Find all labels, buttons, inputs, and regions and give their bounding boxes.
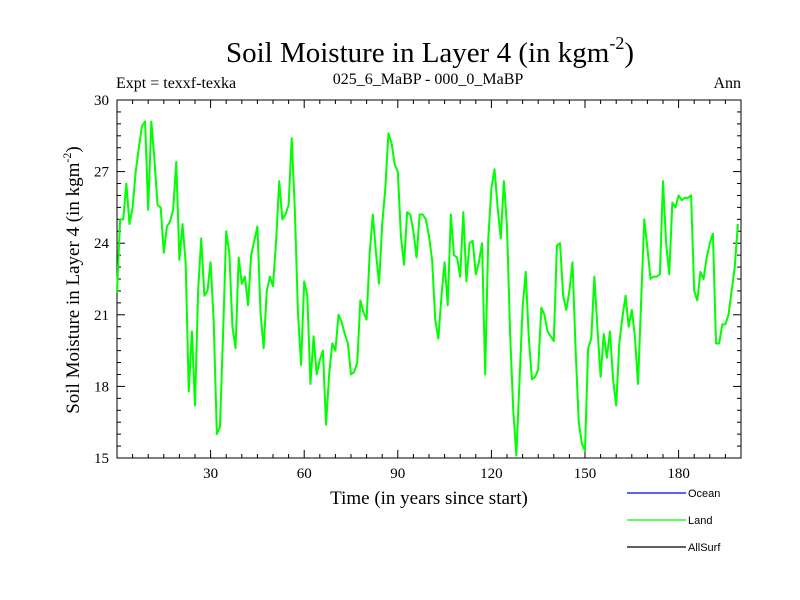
y-tick-label: 24 xyxy=(94,236,110,252)
y-axis-label: Soil Moisture in Layer 4 (in kgm-2) xyxy=(60,146,84,414)
series-line-land xyxy=(116,120,739,457)
plot-area: 30 60 90 120 150 180 15 18 21 24 27 30 xyxy=(94,93,742,482)
season-label: Ann xyxy=(713,75,741,92)
experiment-label: Expt = texxf-texka xyxy=(116,75,236,92)
legend-label-land: Land xyxy=(688,515,712,527)
chart-title: Soil Moisture in Layer 4 (in kgm-2) xyxy=(226,33,634,69)
x-tick-label: 180 xyxy=(667,466,690,482)
legend-label-allsurf: AllSurf xyxy=(688,542,721,554)
x-axis-label: Time (in years since start) xyxy=(330,488,528,509)
legend-label-ocean: Ocean xyxy=(688,488,720,500)
x-tick-label: 150 xyxy=(574,466,597,482)
x-tick-label: 120 xyxy=(480,466,503,482)
legend: Ocean Land AllSurf xyxy=(627,488,721,554)
y-tick-label: 18 xyxy=(94,379,109,395)
x-tick-label: 60 xyxy=(297,466,312,482)
x-tick-label: 30 xyxy=(203,466,218,482)
period-label: 025_6_MaBP - 000_0_MaBP xyxy=(333,71,524,88)
y-tick-label: 15 xyxy=(94,451,109,467)
y-tick-label: 30 xyxy=(94,93,109,109)
x-tick-label: 90 xyxy=(390,466,405,482)
y-tick-label: 21 xyxy=(94,308,109,324)
y-tick-label: 27 xyxy=(94,165,110,181)
